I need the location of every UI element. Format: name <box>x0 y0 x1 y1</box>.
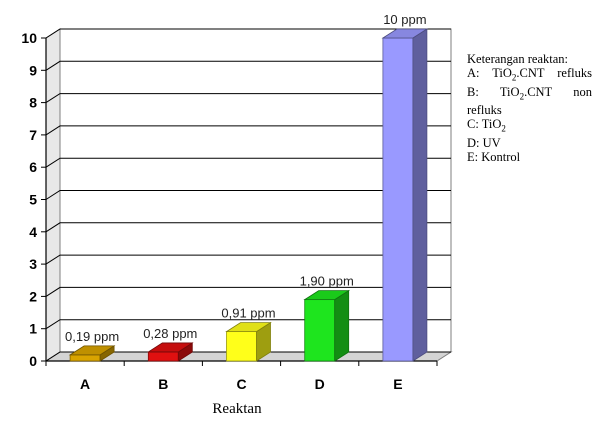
bar-side <box>412 28 428 362</box>
gridline <box>45 93 451 104</box>
note-line: B: TiO2.CNT non <box>467 84 592 102</box>
x-tick-label: D <box>315 376 325 392</box>
y-tick-label: 3 <box>29 256 37 272</box>
note-lines: A: TiO2.CNT refluks B: TiO2.CNT non refluk… <box>467 66 592 164</box>
bars <box>68 28 429 362</box>
note-line: D: UV <box>467 135 501 150</box>
gridline <box>45 28 451 39</box>
bar-top <box>146 342 194 353</box>
y-tick-label: 5 <box>29 192 37 208</box>
note-line: refluks <box>467 103 502 117</box>
x-tick-label: E <box>393 376 402 392</box>
gridline <box>45 254 451 265</box>
note-title: Keterangan reaktan: <box>467 52 568 66</box>
x-tick-label: A <box>80 376 90 392</box>
bar-side <box>334 289 350 362</box>
y-tick-label: 2 <box>29 288 37 304</box>
gridline <box>45 157 451 168</box>
bar-front <box>147 351 179 362</box>
y-tick-label: 9 <box>29 62 37 78</box>
data-label: 0,91 ppm <box>221 306 275 321</box>
data-labels: 0,19 ppm 0,28 ppm 0,91 ppm 1,90 ppm 10 ppm <box>65 12 427 344</box>
bar-top <box>225 322 272 333</box>
bar-top <box>68 345 116 356</box>
x-axis-title: Reaktan <box>212 401 262 417</box>
y-tick-label: 6 <box>29 159 37 175</box>
bar-A <box>68 345 116 362</box>
note-line: A: TiO2.CNT refluks <box>467 66 592 83</box>
note-line: E: Kontrol <box>467 149 521 164</box>
data-label: 1,90 ppm <box>300 274 354 289</box>
y-tick-label: 7 <box>29 127 37 143</box>
gridline <box>45 222 451 233</box>
y-tick-label: 1 <box>29 321 37 337</box>
bar-C <box>225 321 272 362</box>
bar-top <box>303 290 351 301</box>
gridline <box>45 286 451 297</box>
bar-top <box>381 28 429 39</box>
x-tick-label: C <box>236 376 246 392</box>
bar-D <box>303 289 351 362</box>
bar-front <box>226 331 257 362</box>
data-label: 10 ppm <box>383 12 426 27</box>
bar-front <box>304 299 336 362</box>
y-tick-label: 0 <box>29 353 37 369</box>
data-label: 0,19 ppm <box>65 329 119 344</box>
x-axis-ticks: A B C D E <box>45 361 438 392</box>
gridline <box>45 125 451 136</box>
y-tick-label: 8 <box>29 95 37 111</box>
bar-E <box>381 28 429 362</box>
gridlines <box>45 28 451 362</box>
y-tick-label: 10 <box>21 30 37 46</box>
gridline <box>45 60 451 71</box>
y-tick-label: 4 <box>29 224 37 240</box>
gridline <box>45 190 451 200</box>
bar-B <box>146 342 194 362</box>
data-label: 0,28 ppm <box>143 326 197 341</box>
note-line: C: TiO2 <box>467 117 506 134</box>
bar-front <box>382 37 414 362</box>
x-tick-label: B <box>158 376 168 392</box>
bar-front <box>69 354 101 362</box>
legend-note: Keterangan reaktan: A: TiO2.CNT refluks B… <box>467 52 592 164</box>
